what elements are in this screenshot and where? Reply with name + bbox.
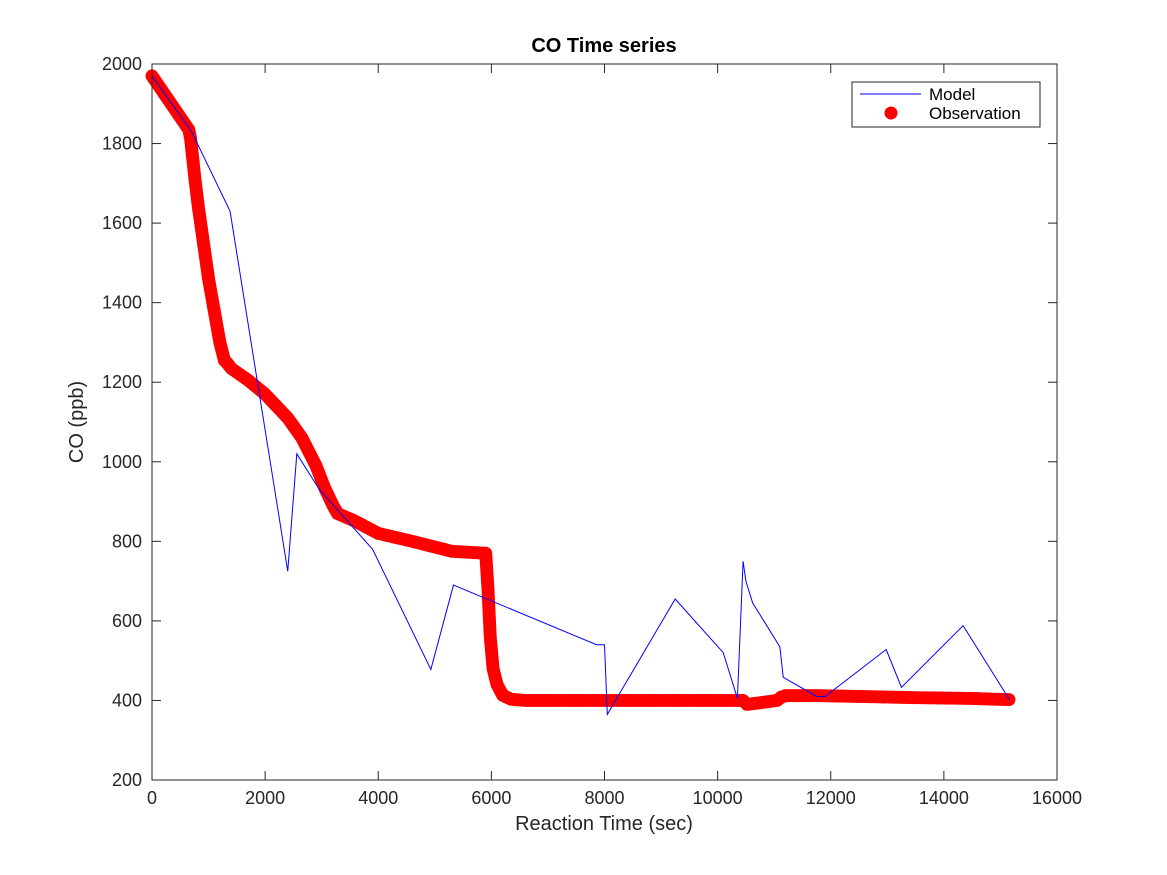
- y-tick-label: 1400: [102, 293, 142, 313]
- y-tick-label: 1800: [102, 134, 142, 154]
- ticks-layer: 0 2000 4000 6000 8000 10000 12000 14000 16000 200…: [102, 54, 1082, 808]
- x-tick-label: 6000: [471, 788, 511, 808]
- x-tick-label: 12000: [806, 788, 856, 808]
- legend-model-label: Model: [929, 85, 975, 104]
- x-tick-label: 4000: [358, 788, 398, 808]
- series-layer: [145, 69, 1016, 717]
- y-tick-label: 800: [112, 531, 142, 551]
- y-tick-label: 1600: [102, 213, 142, 233]
- x-tick-label: 2000: [245, 788, 285, 808]
- legend-observation-swatch: [884, 106, 898, 120]
- y-tick-label: 2000: [102, 54, 142, 74]
- y-tick-label: 1200: [102, 372, 142, 392]
- x-tick-label: 16000: [1032, 788, 1082, 808]
- y-tick-label: 400: [112, 690, 142, 710]
- y-tick-label: 1000: [102, 452, 142, 472]
- legend-observation-label: Observation: [929, 104, 1021, 123]
- y-tick-label: 600: [112, 611, 142, 631]
- y-axis-title: CO (ppb): [66, 381, 88, 463]
- x-axis-title: Reaction Time (sec): [515, 813, 693, 835]
- legend: Model Observation: [851, 81, 1041, 128]
- model-series-line: [151, 75, 1010, 717]
- x-tick-label: 0: [147, 788, 157, 808]
- x-tick-label: 8000: [584, 788, 624, 808]
- chart-title: CO Time series: [531, 35, 676, 57]
- legend-box: [851, 81, 1041, 128]
- y-tick-label: 200: [112, 770, 142, 790]
- x-tick-label: 14000: [919, 788, 969, 808]
- x-tick-label: 10000: [693, 788, 743, 808]
- plot-area: [152, 64, 1057, 780]
